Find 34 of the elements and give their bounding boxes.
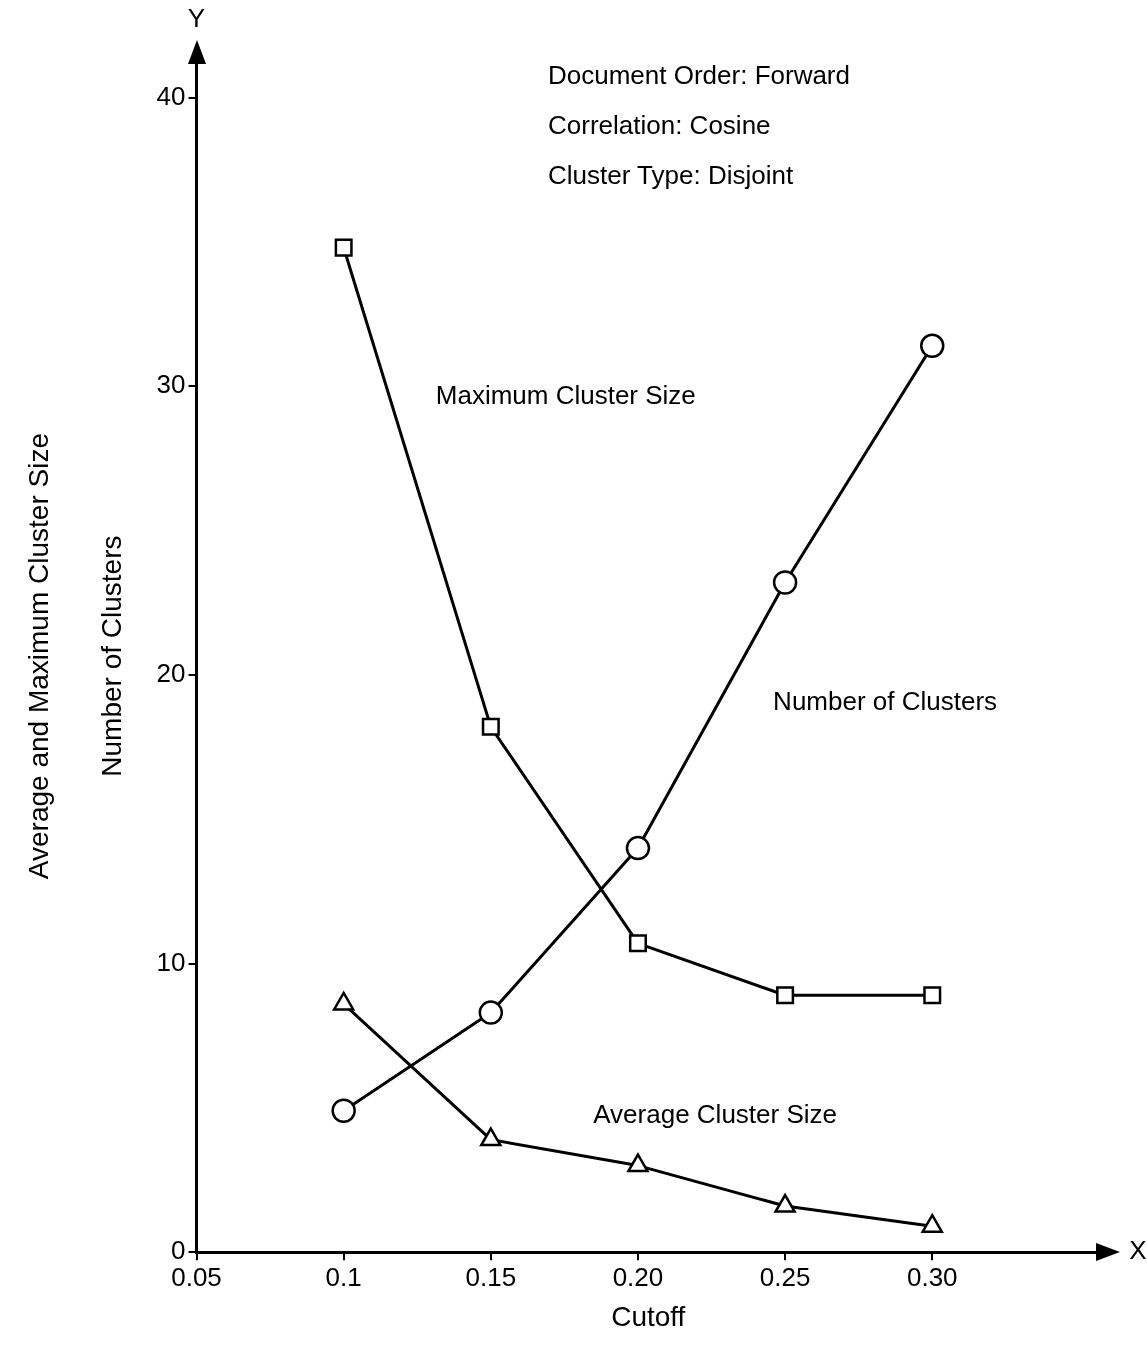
point <box>772 570 798 595</box>
y-tick-label: 10 <box>156 946 186 977</box>
point <box>920 333 945 359</box>
point <box>628 934 647 953</box>
x-axis-title: Cutoff <box>611 1300 686 1332</box>
point <box>627 1153 649 1173</box>
annotation: Document Order: Forward <box>548 60 850 91</box>
series-label: Maximum Cluster Size <box>435 380 696 410</box>
text: Average and Maximum Cluster Size Number of Clusters <box>23 433 127 880</box>
point <box>332 991 355 1011</box>
y-tick-label: 30 <box>156 369 186 400</box>
point <box>480 1127 502 1147</box>
y-tick-label: 20 <box>156 658 186 689</box>
x-tick-label: 0.30 <box>906 1261 958 1292</box>
x-tick-label: 0.20 <box>612 1261 664 1292</box>
y-tick-label: 40 <box>156 80 186 111</box>
point <box>481 717 500 736</box>
text: Y <box>187 3 206 34</box>
point <box>774 1193 796 1213</box>
point <box>923 986 942 1005</box>
point <box>625 835 651 861</box>
annotation: Cluster Type: Disjoint <box>548 160 794 191</box>
x-tick-label: 0.25 <box>759 1261 811 1292</box>
point <box>331 1098 356 1123</box>
point <box>921 1213 944 1233</box>
series-label: Average Cluster Size <box>593 1099 837 1130</box>
series-label: Number of Clusters <box>773 685 998 716</box>
x-tick-label: 0.15 <box>465 1261 517 1292</box>
text: X <box>1129 1235 1147 1266</box>
point <box>334 238 353 257</box>
point <box>776 986 795 1005</box>
x-tick-label: 0.1 <box>325 1261 362 1292</box>
point <box>478 1000 504 1025</box>
annotation: Correlation: Cosine <box>548 110 771 141</box>
